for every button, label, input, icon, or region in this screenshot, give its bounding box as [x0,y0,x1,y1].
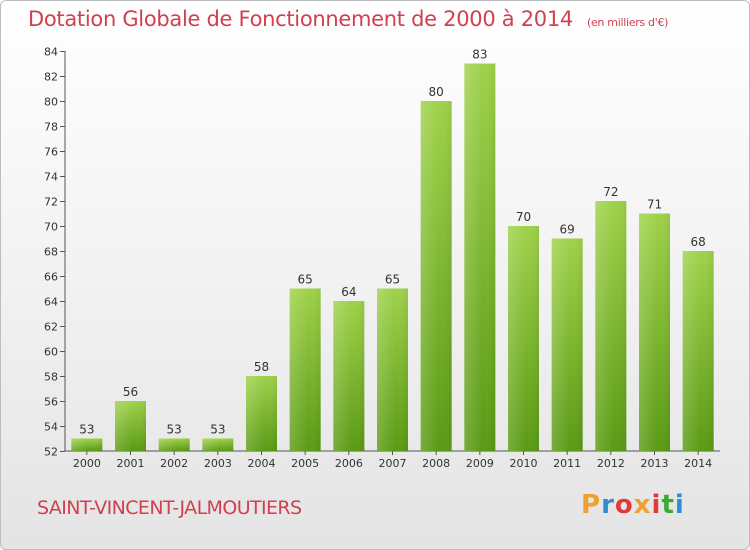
y-tick-label: 52 [44,446,58,459]
logo-letter: x [633,490,652,520]
value-label: 83 [472,48,487,62]
bar-shine [682,251,714,451]
x-tick-label: 2002 [160,457,188,470]
value-label: 68 [691,235,706,249]
x-tick-label: 2005 [291,457,319,470]
value-label: 69 [560,223,575,237]
bar-shine [595,201,627,451]
logo-letter: P [581,490,602,520]
axes: 52 54 56 58 60 62 64 66 68 70 72 74 76 78 80 82 84 2000 20… [44,46,720,470]
value-label: 71 [647,198,662,212]
bar-shine [420,101,452,451]
commune-name: SAINT-VINCENT-JALMOUTIERS [37,497,302,519]
y-tick-label: 70 [44,221,58,234]
bar-shine [377,288,408,451]
y-tick-label: 66 [44,271,58,284]
y-tick-label: 68 [44,246,58,259]
y-tick-label: 78 [44,121,58,134]
logo-letter: r [601,490,615,520]
bar-shine [246,376,277,451]
value-label: 72 [603,185,618,199]
value-label: 56 [123,385,138,399]
y-tick-label: 82 [44,71,58,84]
logo-letter: o [614,490,634,520]
chart-title: Dotation Globale de Fonctionnement de 20… [28,7,668,31]
value-label: 53 [79,423,94,437]
bar-shine [639,213,670,451]
y-tick-label: 84 [44,46,58,59]
y-tick-label: 56 [44,396,58,409]
bar-shine [508,226,539,451]
bar-shine [551,238,583,451]
title-text: Dotation Globale de Fonctionnement de 20… [28,7,573,31]
bar-shine [289,288,321,451]
x-tick-label: 2014 [684,457,712,470]
x-tick-label: 2000 [73,457,101,470]
x-tick-label: 2007 [379,457,407,470]
x-tick-label: 2012 [597,457,625,470]
y-tick-label: 64 [44,296,58,309]
value-label: 65 [298,273,313,287]
y-tick-label: 80 [44,96,58,109]
logo-letter: i [651,490,662,520]
x-tick-label: 2008 [422,457,450,470]
y-tick-label: 58 [44,371,58,384]
value-label: 64 [341,285,356,299]
bar-shine [71,438,103,451]
value-label: 58 [254,360,269,374]
x-tick-label: 2011 [553,457,581,470]
x-tick-label: 2004 [248,457,276,470]
y-tick-label: 60 [44,346,58,359]
x-tick-label: 2010 [510,457,538,470]
value-label: 70 [516,210,531,224]
bar-shine [464,63,496,451]
bars [71,63,714,451]
y-tick-label: 74 [44,171,58,184]
value-labels: 53 56 53 53 58 65 64 65 80 83 70 69 72 71 68 [79,48,706,437]
proxiti-logo[interactable]: Proxiti [581,490,685,520]
y-tick-label: 76 [44,146,58,159]
x-tick-label: 2009 [466,457,494,470]
value-label: 80 [429,85,444,99]
value-label: 53 [167,423,182,437]
bar-shine [115,401,146,451]
bar-shine [333,301,365,451]
chart-subtitle: (en milliers d'€) [586,16,669,29]
logo-letter: t [661,490,675,520]
logo-letter: i [674,490,685,520]
x-tick-label: 2006 [335,457,363,470]
y-tick-label: 54 [44,421,58,434]
bar-shine [202,438,234,451]
value-label: 65 [385,273,400,287]
value-label: 53 [210,423,225,437]
x-tick-label: 2001 [117,457,145,470]
y-tick-label: 72 [44,196,58,209]
x-tick-label: 2013 [641,457,669,470]
x-tick-label: 2003 [204,457,232,470]
bar-shine [158,438,190,451]
y-tick-label: 62 [44,321,58,334]
